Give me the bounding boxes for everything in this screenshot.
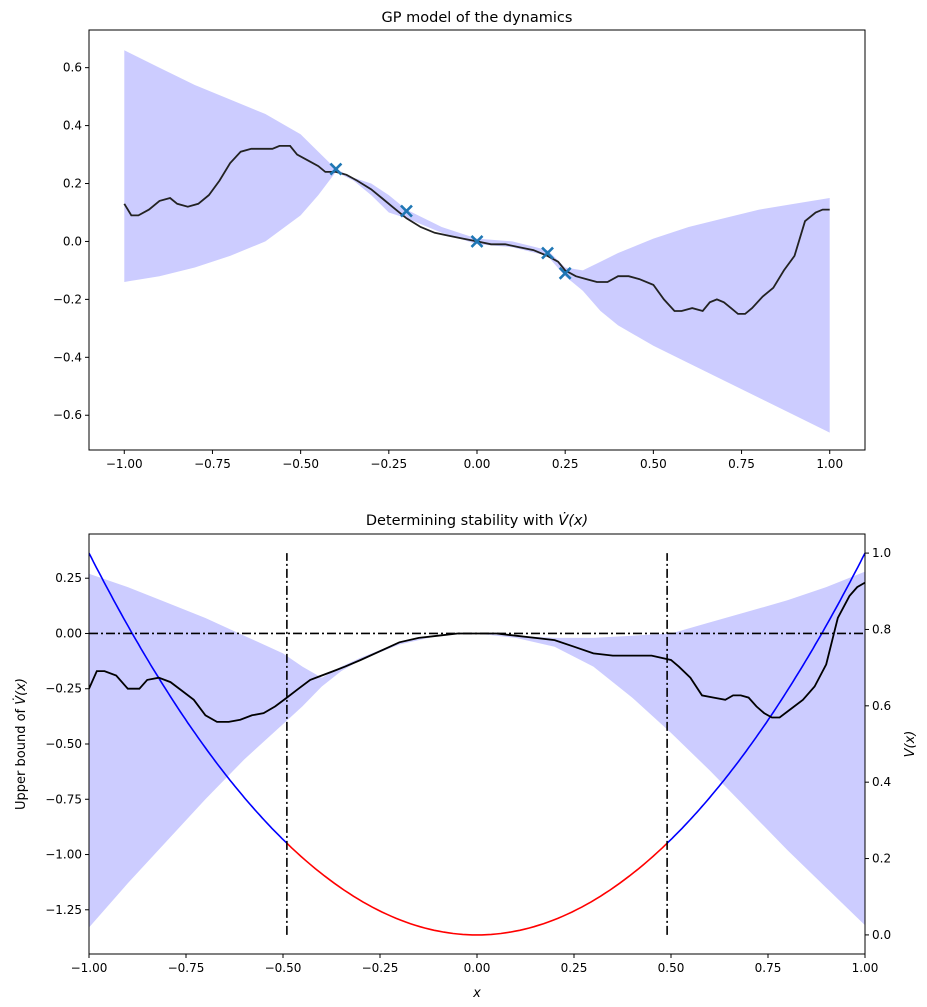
bottom-xtick-label: 0.25 — [561, 961, 588, 975]
data-point — [329, 162, 343, 176]
bottom-xtick-label: 0.75 — [755, 961, 782, 975]
top-xtick-label: 0.00 — [464, 457, 491, 471]
chart-title: Determining stability with V̇(x) — [366, 512, 588, 529]
bottom-right-ytick-label: 0.4 — [872, 775, 891, 789]
bottom-xtick-label: −1.00 — [71, 961, 108, 975]
top-ytick-label: 0.6 — [63, 61, 82, 75]
top-xtick-label: 1.00 — [816, 457, 843, 471]
y-axis-label-left: Upper bound of V̇(x) — [14, 678, 29, 810]
top-xtick-label: −0.25 — [370, 457, 407, 471]
bottom-ytick-label: 0.25 — [55, 571, 82, 585]
mean-line — [123, 145, 830, 315]
bottom-ytick-label: −0.50 — [45, 737, 82, 751]
data-point — [541, 246, 554, 260]
data-point — [400, 204, 413, 218]
top-xtick-label: 0.25 — [552, 457, 579, 471]
y-axis-left: −1.25 −1.00 −0.75 −0.50 −0.25 0.00 0.25 — [45, 571, 89, 917]
data-point — [470, 235, 484, 248]
top-ytick-label: −0.6 — [53, 408, 82, 422]
top-xtick-label: −1.00 — [106, 457, 143, 471]
bottom-xtick-label: 0.00 — [464, 961, 491, 975]
vdot-upper-bound-line — [89, 581, 865, 723]
bottom-right-ytick-label: 1.0 — [872, 546, 891, 560]
bottom-right-ytick-label: 0.6 — [872, 699, 891, 713]
lyapunov-curve-safe-region — [286, 842, 668, 936]
bottom-ytick-label: −1.00 — [45, 848, 82, 862]
bottom-xtick-label: −0.75 — [168, 961, 205, 975]
y-axis-right: 0.0 0.2 0.4 0.6 0.8 1.0 — [865, 546, 891, 942]
data-points — [329, 162, 572, 280]
bottom-right-ytick-label: 0.0 — [872, 928, 891, 942]
top-ytick-label: −0.4 — [53, 350, 82, 364]
top-xtick-label: −0.50 — [282, 457, 319, 471]
x-axis: −1.00 −0.75 −0.50 −0.25 0.00 0.25 0.50 0.75 1.00 — [106, 450, 843, 471]
top-ytick-label: 0.0 — [63, 234, 82, 248]
top-xtick-label: −0.75 — [194, 457, 231, 471]
x-axis-label: x — [472, 986, 481, 1001]
bottom-right-ytick-label: 0.8 — [872, 622, 891, 636]
y-axis: −0.6 −0.4 −0.2 0.0 0.2 0.4 0.6 — [53, 61, 89, 422]
top-xtick-label: 0.75 — [728, 457, 755, 471]
bottom-xtick-label: −0.25 — [362, 961, 399, 975]
bottom-xtick-label: 1.00 — [852, 961, 879, 975]
top-xtick-label: 0.50 — [640, 457, 667, 471]
confidence-band — [89, 571, 865, 928]
bottom-xtick-label: −0.50 — [265, 961, 302, 975]
bottom-ytick-label: −0.25 — [45, 682, 82, 696]
lyapunov-curve-outside-right — [666, 552, 865, 844]
top-ytick-label: 0.4 — [63, 119, 82, 133]
bottom-ytick-label: 0.00 — [55, 626, 82, 640]
top-ytick-label: −0.2 — [53, 292, 82, 306]
bottom-right-ytick-label: 0.2 — [872, 852, 891, 866]
chart-title: GP model of the dynamics — [382, 10, 573, 26]
data-point — [558, 266, 572, 280]
x-axis: −1.00 −0.75 −0.50 −0.25 0.00 0.25 0.50 0.75 1.00 — [71, 954, 879, 975]
gp-dynamics-chart: −1.00 −0.75 −0.50 −0.25 0.00 0.25 0.50 0.75 1.00… — [53, 10, 866, 471]
bottom-xtick-label: 0.50 — [658, 961, 685, 975]
top-ytick-label: 0.2 — [63, 177, 82, 191]
stability-chart: −1.00 −0.75 −0.50 −0.25 0.00 0.25 0.50 0.75 1.00… — [14, 512, 918, 1001]
bottom-ytick-label: −0.75 — [45, 792, 82, 806]
bottom-ytick-label: −1.25 — [45, 903, 82, 917]
y-axis-label-right: V(x) — [903, 731, 918, 758]
lyapunov-curve-outside-left — [89, 552, 288, 844]
